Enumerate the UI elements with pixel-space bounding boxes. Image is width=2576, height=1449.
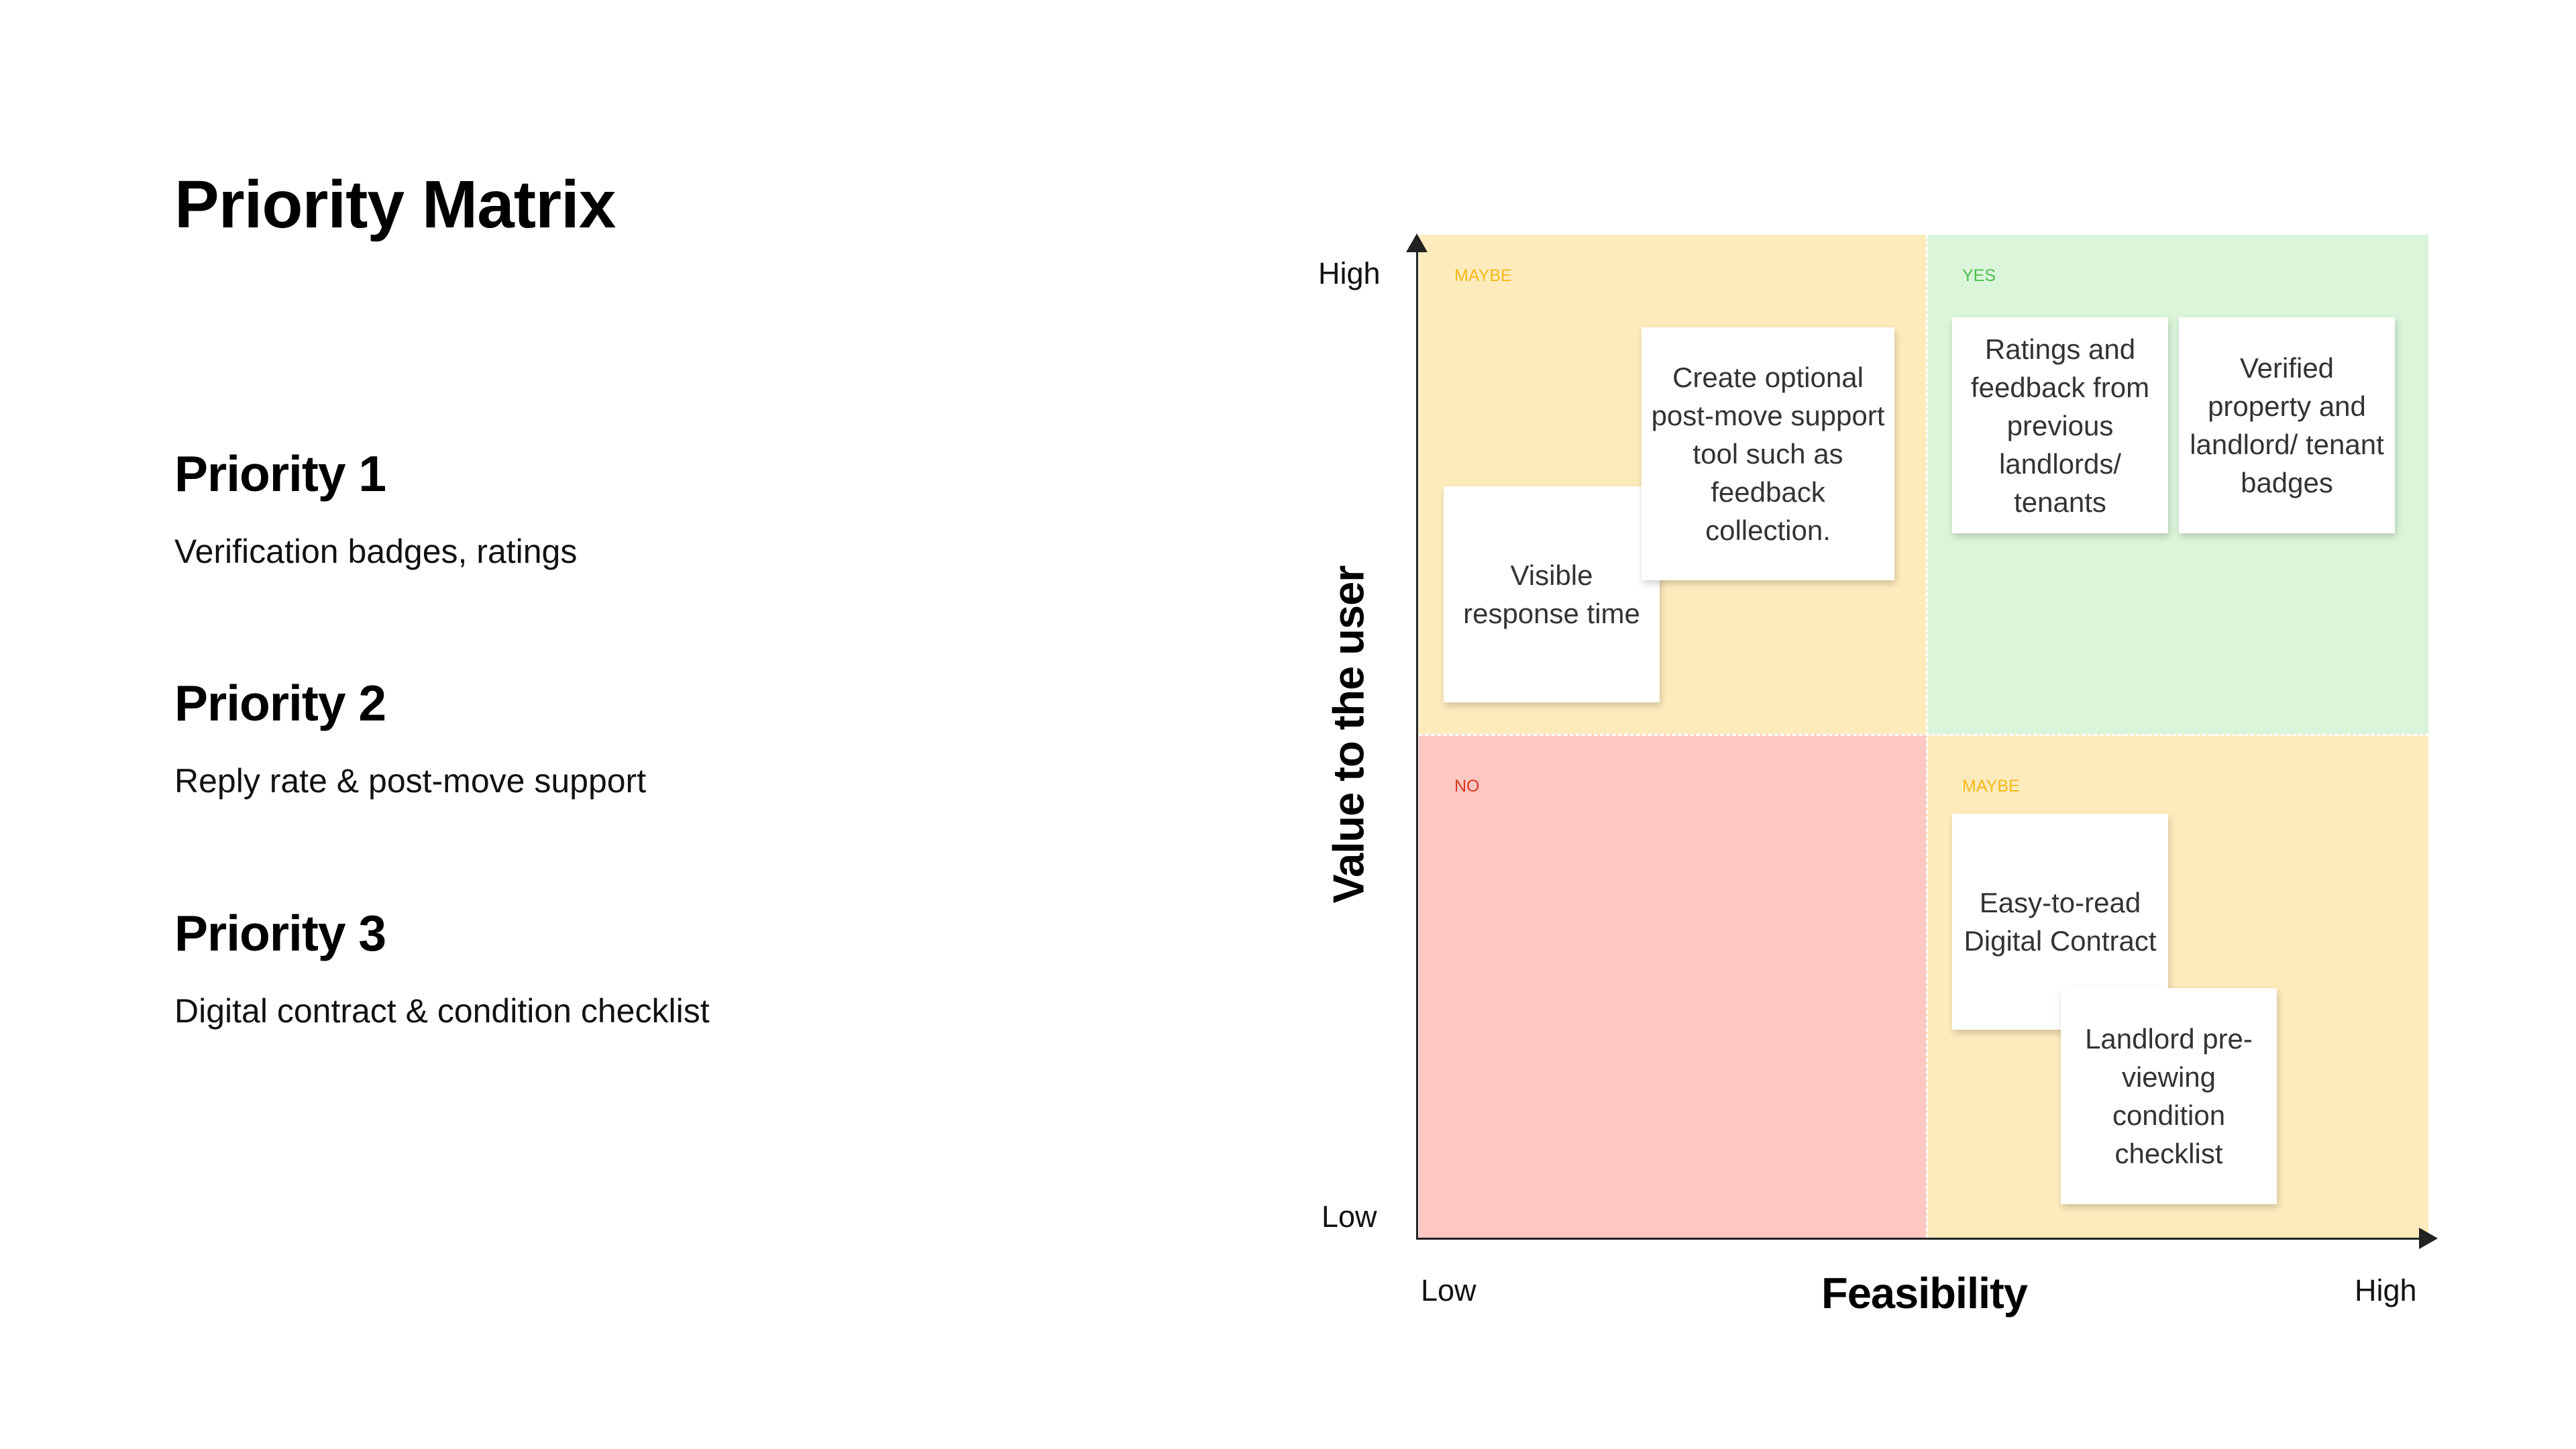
priority-1-description: Verification badges, ratings — [174, 533, 578, 570]
page-title: Priority Matrix — [174, 167, 616, 242]
y-axis-high-label: High — [1318, 256, 1381, 290]
priority-1-heading: Priority 1 — [174, 445, 386, 502]
sticky-note-post-move-support[interactable]: Create optional post-move support tool s… — [1642, 327, 1894, 580]
priority-2-heading: Priority 2 — [174, 675, 386, 731]
sticky-note-verified-badges[interactable]: Verified property and landlord/ tenant b… — [2179, 317, 2395, 533]
y-axis-line — [1416, 248, 1418, 1240]
y-axis-arrow-icon — [1406, 233, 1428, 252]
y-axis-title: Value to the user — [1324, 566, 1373, 904]
priority-3-description: Digital contract & condition checklist — [174, 992, 710, 1030]
priority-3-heading: Priority 3 — [174, 905, 386, 961]
x-axis-low-label: Low — [1421, 1273, 1477, 1307]
quadrant-divider-vertical — [1926, 235, 1928, 1238]
quadrant-label-maybe-top: MAYBE — [1454, 266, 1512, 285]
x-axis-arrow-icon — [2419, 1228, 2438, 1249]
quadrant-label-maybe-bottom: MAYBE — [1962, 777, 2020, 796]
x-axis-line — [1416, 1238, 2422, 1240]
x-axis-title: Feasibility — [1821, 1269, 2028, 1318]
x-axis-high-label: High — [2355, 1273, 2417, 1307]
quadrant-no-bottom-left — [1419, 735, 1927, 1238]
quadrant-label-no: NO — [1454, 777, 1480, 796]
quadrant-label-yes: YES — [1962, 266, 1996, 285]
priority-2-description: Reply rate & post-move support — [174, 762, 647, 800]
sticky-note-ratings-feedback[interactable]: Ratings and feedback from previous landl… — [1952, 317, 2168, 533]
quadrant-divider-horizontal — [1419, 734, 2435, 736]
y-axis-low-label: Low — [1322, 1199, 1377, 1234]
sticky-note-condition-checklist[interactable]: Landlord pre-viewing condition checklist — [2061, 988, 2277, 1204]
sticky-note-visible-response-time[interactable]: Visible response time — [1444, 486, 1660, 702]
